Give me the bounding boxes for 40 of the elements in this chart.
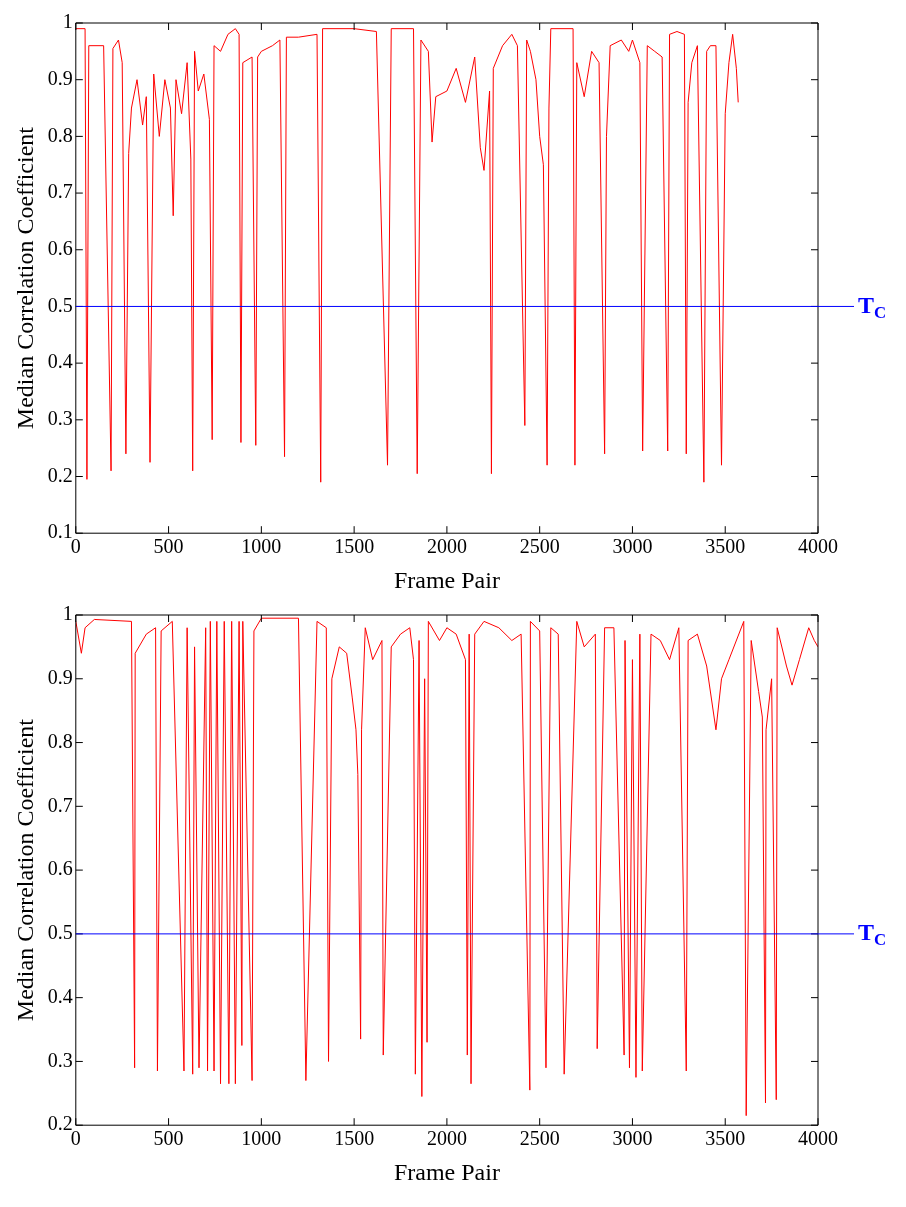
y-tick-label: 0.8 (47, 729, 73, 752)
x-tick-label: 1500 (334, 535, 375, 558)
y-axis-title: Median Correlation Coefficient (11, 718, 38, 1022)
y-tick-label: 0.6 (47, 857, 73, 880)
x-tick-label: 3500 (705, 1127, 746, 1150)
x-tick-label: 2000 (426, 535, 467, 558)
x-tick-label: 3000 (612, 1127, 653, 1150)
y-tick-label: 0.2 (47, 463, 73, 486)
y-tick-label: 0.2 (47, 1112, 73, 1135)
y-tick-label: 0.4 (47, 984, 73, 1007)
x-tick-label: 1500 (334, 1127, 375, 1150)
x-tick-label: 500 (153, 1127, 184, 1150)
y-tick-label: 0.3 (47, 407, 73, 430)
x-tick-label: 1000 (241, 535, 282, 558)
y-tick-label: 0.5 (47, 293, 73, 316)
y-tick-label: 0.6 (47, 237, 73, 260)
x-tick-label: 3500 (705, 535, 746, 558)
y-tick-label: 0.9 (47, 66, 73, 89)
y-tick-label: 1 (62, 602, 73, 625)
y-axis-title: Median Correlation Coefficient (11, 126, 38, 430)
x-axis-title: Frame Pair (393, 566, 500, 593)
x-tick-label: 2500 (519, 535, 560, 558)
x-tick-label: 2500 (519, 1127, 560, 1150)
x-tick-label: 500 (153, 535, 184, 558)
y-tick-label: 0.8 (47, 123, 73, 146)
x-tick-label: 4000 (798, 1127, 838, 1150)
x-tick-label: 1000 (241, 1127, 282, 1150)
x-tick-label: 2000 (426, 1127, 467, 1150)
x-tick-label: 3000 (612, 535, 653, 558)
x-tick-label: 0 (70, 535, 81, 558)
x-axis-title: Frame Pair (393, 1158, 500, 1185)
y-tick-label: 1 (62, 10, 73, 33)
y-tick-label: 0.9 (47, 666, 73, 689)
y-tick-label: 0.1 (47, 520, 73, 543)
y-tick-label: 0.7 (47, 180, 73, 203)
y-tick-label: 0.5 (47, 921, 73, 944)
y-tick-label: 0.4 (47, 350, 73, 373)
y-tick-label: 0.3 (47, 1048, 73, 1071)
y-tick-label: 0.7 (47, 793, 73, 816)
x-tick-label: 4000 (798, 535, 838, 558)
